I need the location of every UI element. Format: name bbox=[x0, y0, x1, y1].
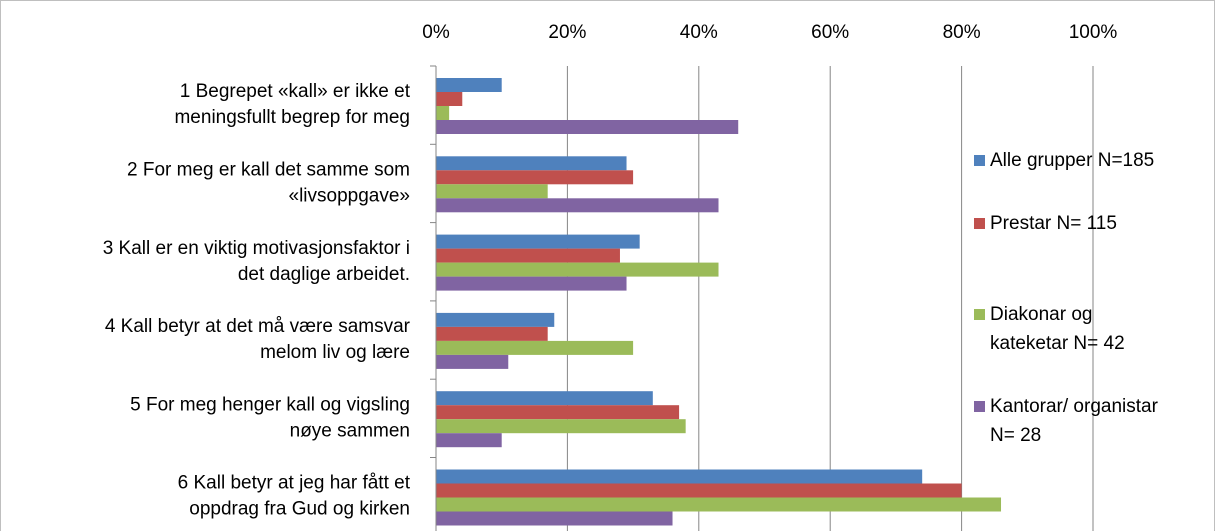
y-tick-label: 5 For meg henger kall og vigsling bbox=[130, 394, 410, 415]
y-tick-label: det daglige arbeidet. bbox=[238, 264, 410, 285]
y-tick-label: 2 For meg er kall det samme som bbox=[127, 159, 410, 180]
bar bbox=[436, 405, 680, 420]
legend-label: Diakonar og bbox=[990, 304, 1092, 325]
bar bbox=[436, 419, 686, 434]
bar bbox=[436, 312, 555, 327]
bar bbox=[436, 106, 450, 120]
y-tick-label: 3 Kall er en viktig motivasjonsfaktor i bbox=[103, 238, 410, 259]
legend-swatch bbox=[974, 218, 985, 229]
bar bbox=[436, 469, 923, 484]
bar bbox=[436, 433, 502, 448]
bar bbox=[436, 92, 463, 106]
legend-label: Prestar N= 115 bbox=[990, 213, 1117, 234]
y-tick-label: 6 Kall betyr at jeg har fått et bbox=[178, 473, 411, 494]
legend-label: N= 28 bbox=[990, 425, 1041, 446]
bar bbox=[436, 276, 627, 291]
x-tick-label: 60% bbox=[811, 22, 849, 43]
x-tick-label: 100% bbox=[1069, 22, 1118, 43]
bar bbox=[436, 184, 548, 199]
bar bbox=[436, 326, 548, 341]
y-tick-label: oppdrag fra Gud og kirken bbox=[189, 499, 410, 520]
y-tick-label: meningsfullt begrep for meg bbox=[174, 107, 410, 128]
y-tick-label: 1 Begrepet «kall» er ikke et bbox=[180, 81, 411, 102]
bar bbox=[436, 354, 509, 369]
legend-label: Kantorar/ organistar bbox=[990, 396, 1159, 417]
y-tick-label: «livsoppgave» bbox=[289, 185, 410, 206]
bar bbox=[436, 120, 739, 134]
y-tick-label: 4 Kall betyr at det må være samsvar bbox=[105, 316, 411, 337]
bar bbox=[436, 497, 1002, 512]
x-tick-label: 40% bbox=[680, 22, 718, 43]
bar bbox=[436, 248, 620, 263]
y-tick-label: nøye sammen bbox=[290, 420, 410, 441]
bar bbox=[436, 483, 962, 498]
y-tick-label: melom liv og lære bbox=[260, 342, 410, 363]
legend-swatch bbox=[974, 155, 985, 166]
legend-swatch bbox=[974, 401, 985, 412]
bar bbox=[436, 78, 502, 92]
legend-swatch bbox=[974, 309, 985, 320]
legend-label: Alle grupper N=185 bbox=[990, 150, 1154, 171]
legend-label: kateketar N= 42 bbox=[990, 333, 1125, 354]
bar bbox=[436, 170, 634, 185]
bar bbox=[436, 391, 653, 406]
bar bbox=[436, 198, 719, 213]
bar bbox=[436, 511, 673, 526]
x-tick-label: 0% bbox=[422, 22, 450, 43]
bar bbox=[436, 234, 640, 249]
bar bbox=[436, 340, 634, 355]
x-tick-label: 80% bbox=[943, 22, 981, 43]
bar bbox=[436, 156, 627, 171]
bar bbox=[436, 262, 719, 277]
x-tick-label: 20% bbox=[548, 22, 586, 43]
